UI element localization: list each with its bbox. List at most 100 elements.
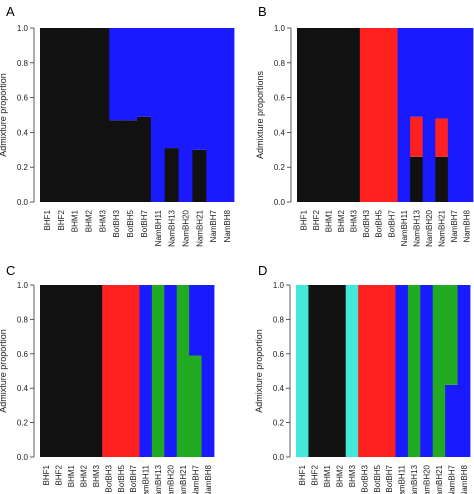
x-tick-label: NamBH7 — [191, 464, 200, 494]
y-tick-label: 0.6 — [17, 350, 29, 359]
bar-segment — [164, 28, 179, 149]
x-tick-label: BotBH5 — [373, 464, 382, 492]
x-tick-label: NamBH8 — [463, 209, 472, 242]
bar-segment — [151, 285, 165, 457]
bar-segment — [308, 285, 322, 457]
x-tick-label: BHF1 — [42, 464, 51, 485]
panel-letter: D — [258, 263, 267, 278]
bar-segment — [77, 285, 91, 457]
bar-segment — [445, 285, 458, 385]
x-tick-label: BotBH7 — [385, 464, 394, 492]
x-tick-label: NamBH8 — [460, 464, 469, 494]
bar-segment — [359, 28, 373, 202]
bar-segment — [139, 285, 153, 457]
y-axis-label: Admixture proportions — [255, 70, 265, 159]
bar-segment — [407, 285, 421, 457]
bar-segment — [447, 28, 461, 202]
panel-d: D 0.0 0.2 0.4 0.6 0.8 1.0 Admixture proportion B… — [254, 263, 471, 494]
bar-segment — [150, 28, 166, 202]
x-tick-label: BHM3 — [350, 209, 359, 232]
x-tick-label: BotBH7 — [129, 464, 138, 492]
bar-segment — [445, 384, 458, 457]
y-tick-label: 0.2 — [17, 419, 29, 428]
x-tick-label: NamBH20 — [167, 464, 176, 494]
bar-segment — [347, 28, 361, 202]
x-tick-label: NamBH11 — [142, 464, 151, 494]
x-tick-label: BHM1 — [71, 209, 80, 232]
bar-segment — [220, 28, 235, 202]
y-tick-label: 0.0 — [17, 198, 29, 207]
bar-segment — [40, 285, 53, 457]
bar-segment — [296, 285, 309, 457]
bar-segment — [192, 28, 207, 150]
bar-segment — [333, 285, 347, 457]
bar-segment — [370, 285, 384, 457]
x-tick-label: BHF1 — [299, 209, 308, 230]
x-tick-label: BotBH3 — [112, 209, 121, 237]
bar-segment — [123, 120, 138, 202]
x-tick-label: NamBH13 — [410, 464, 419, 494]
bar-segment — [52, 285, 66, 457]
bar-segment — [397, 28, 411, 202]
bar-segment — [435, 118, 449, 157]
x-tick-label: BotBH3 — [360, 464, 369, 492]
bar-segment — [385, 28, 398, 202]
bar-segment — [109, 28, 124, 121]
y-tick-label: 1.0 — [17, 24, 29, 33]
x-tick-label: BotBH7 — [387, 209, 396, 237]
bar-segment — [64, 285, 78, 457]
x-tick-label: NamBH20 — [182, 209, 191, 246]
x-tick-label: BotBH5 — [117, 464, 126, 492]
bar-segment — [201, 285, 215, 457]
x-tick-label: BHM1 — [67, 464, 76, 487]
y-tick-label: 0.0 — [273, 453, 285, 462]
bar-segment — [192, 149, 207, 202]
bar-segment — [460, 28, 474, 202]
x-tick-label: NamBH8 — [204, 464, 213, 494]
y-tick-label: 0.2 — [273, 419, 285, 428]
x-tick-label: BHF2 — [312, 209, 321, 230]
x-tick-label: BHM2 — [337, 209, 346, 232]
bar-segment — [89, 285, 103, 457]
x-tick-label: BotBH3 — [104, 464, 113, 492]
bar-segment — [164, 148, 179, 202]
x-tick-label: BHM1 — [324, 209, 333, 232]
x-tick-label: BotBH5 — [126, 209, 135, 237]
x-tick-label: NamBH20 — [425, 209, 434, 246]
y-tick-label: 0.8 — [274, 59, 286, 68]
bar-segment — [176, 285, 190, 457]
bar-segment — [334, 28, 348, 202]
bar-segment — [457, 285, 471, 457]
bar-segment — [435, 28, 449, 119]
x-tick-label: BHM2 — [80, 464, 89, 487]
y-tick-label: 1.0 — [17, 281, 29, 290]
bar-segment — [422, 28, 436, 202]
x-tick-label: BotBH7 — [140, 209, 149, 237]
bar-segment — [102, 285, 115, 457]
x-tick-label: BHM3 — [348, 464, 357, 487]
y-tick-label: 0.2 — [274, 163, 286, 172]
bar-segment — [309, 28, 323, 202]
y-tick-label: 0.8 — [17, 59, 29, 68]
y-tick-label: 0.4 — [17, 384, 29, 393]
panel-c: C 0.0 0.2 0.4 0.6 0.8 1.0 Admixture proportion B… — [0, 263, 215, 494]
bar-segment — [410, 28, 424, 117]
bar-segment — [81, 28, 96, 202]
y-tick-label: 0.8 — [273, 315, 285, 324]
y-tick-label: 0.4 — [274, 128, 286, 137]
x-tick-label: NamBH21 — [195, 209, 204, 246]
x-tick-label: BHF2 — [57, 209, 66, 230]
bar-segment — [297, 28, 310, 202]
x-tick-label: BotBH5 — [375, 209, 384, 237]
bar-segment — [410, 156, 424, 202]
bar-segment — [383, 285, 396, 457]
y-tick-label: 0.6 — [274, 94, 286, 103]
y-tick-label: 1.0 — [274, 24, 286, 33]
y-tick-label: 0.0 — [17, 453, 29, 462]
bar-segment — [67, 28, 82, 202]
y-tick-label: 1.0 — [273, 281, 285, 290]
bar-segment — [114, 285, 128, 457]
panel-letter: A — [6, 4, 15, 19]
x-tick-label: BHM2 — [85, 209, 94, 232]
x-tick-label: BHF1 — [43, 209, 52, 230]
